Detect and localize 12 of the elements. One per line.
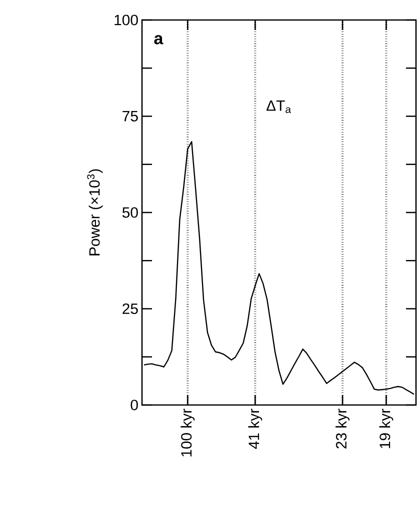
y-tick-label: 25 <box>122 303 138 314</box>
x-tick-label: 41 kyr <box>248 408 262 449</box>
y-axis-title: Power (×10$^{3}$) <box>87 169 103 256</box>
x-tick-label: 23 kyr <box>336 408 350 448</box>
y-tick-label: 100 <box>114 14 138 26</box>
annotation: a <box>154 35 164 44</box>
x-tick-label: 19 kyr <box>379 408 394 448</box>
annotation: ΔT$_{a}$ <box>266 100 292 114</box>
x-tick-label: 100 kyr <box>180 408 195 456</box>
y-tick-label: 75 <box>122 111 138 122</box>
y-tick-label: 50 <box>122 207 138 218</box>
y-tick-label: 0 <box>130 400 138 410</box>
